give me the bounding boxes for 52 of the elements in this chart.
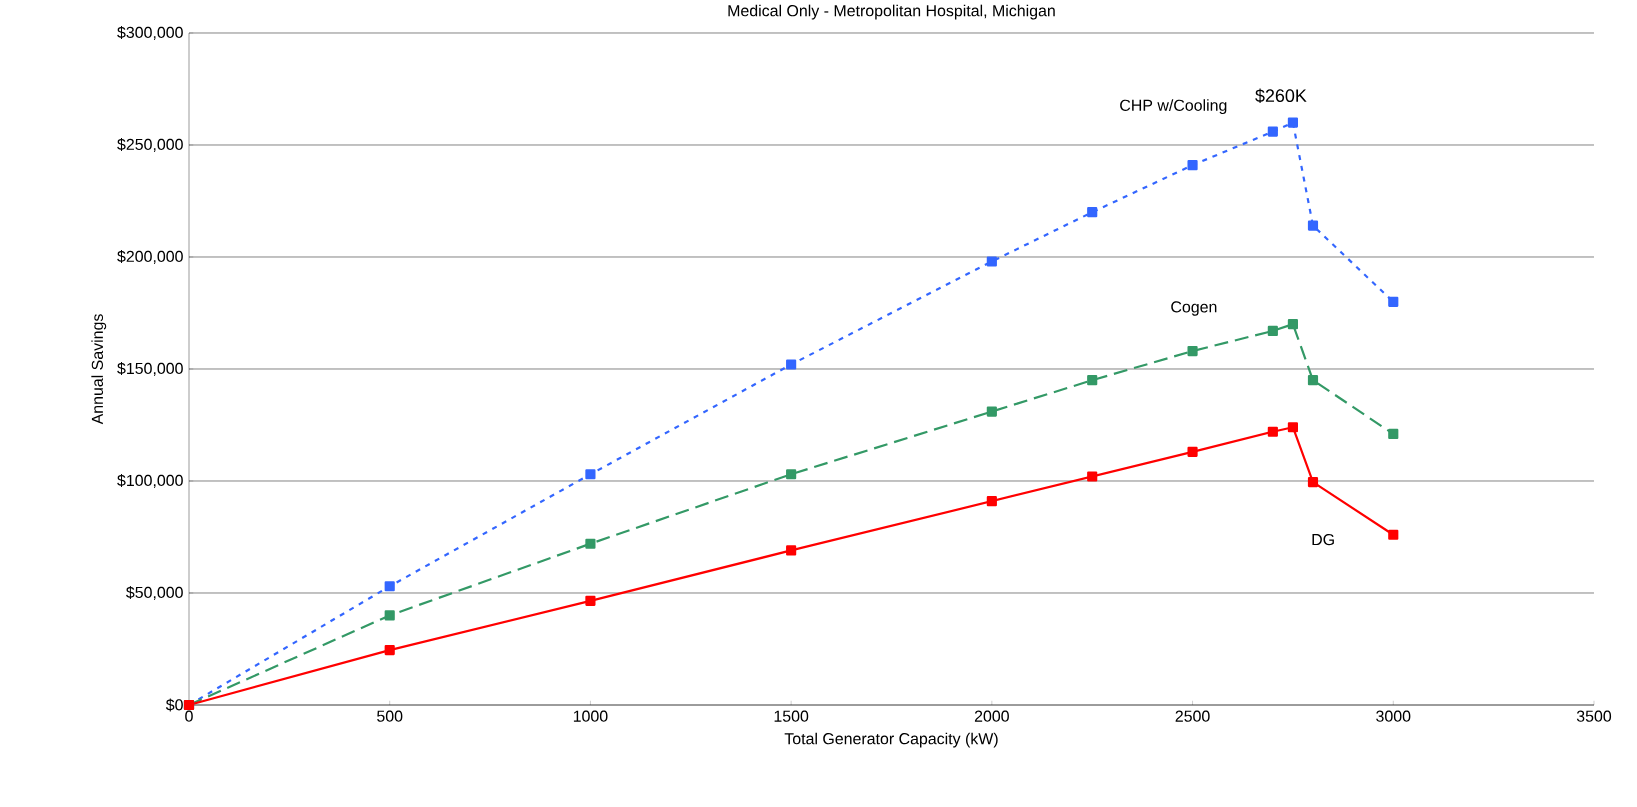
point <box>384 645 395 656</box>
point <box>384 581 395 592</box>
point <box>1187 446 1198 457</box>
y-tick-label: $300,000 <box>117 26 183 40</box>
chart-title: Medical Only - Metropolitan Hospital, Michigan <box>728 4 1055 20</box>
point <box>1287 319 1298 330</box>
point <box>1267 426 1278 437</box>
point <box>786 545 797 556</box>
x-tick-label: 3500 <box>1576 710 1612 722</box>
x-tick-label: 3000 <box>1376 710 1411 722</box>
y-tick-label: $250,000 <box>117 138 183 152</box>
point <box>1267 325 1278 336</box>
y-tick-label: $200,000 <box>117 250 183 264</box>
x-tick-label: 1500 <box>774 710 809 722</box>
x-tick-label: 2000 <box>974 710 1009 722</box>
y-axis-title: Annual Savings <box>91 314 107 425</box>
point <box>585 538 596 549</box>
y-tick-label: $0 <box>165 698 183 712</box>
point <box>1287 117 1298 128</box>
series-label: Cogen <box>1171 301 1217 316</box>
point <box>1087 471 1098 482</box>
x-tick-label: 2500 <box>1175 710 1210 722</box>
point <box>585 469 596 480</box>
point <box>1187 160 1198 171</box>
x-tick-label: 1000 <box>573 710 608 722</box>
point <box>1287 422 1298 433</box>
point <box>986 406 997 417</box>
point <box>1388 296 1399 307</box>
text: DG <box>1312 533 1334 546</box>
point <box>1307 375 1319 386</box>
x-tick-label: 500 <box>377 710 403 722</box>
text: CHP w/Cooling <box>1120 99 1227 115</box>
point <box>1087 207 1098 218</box>
point <box>1087 375 1098 386</box>
y-tick-label: $150,000 <box>117 362 183 376</box>
point <box>786 469 797 480</box>
annotation: $260K <box>1255 88 1307 104</box>
y-tick-label: $50,000 <box>126 586 183 600</box>
point <box>1267 126 1278 137</box>
point <box>1388 529 1399 540</box>
point <box>384 610 395 621</box>
point <box>585 595 596 606</box>
point <box>986 496 997 507</box>
y-tick-label: $100,000 <box>117 474 183 488</box>
x-tick-label: 0 <box>185 710 193 722</box>
point <box>1307 477 1319 488</box>
point <box>786 359 797 370</box>
x-axis-title: Total Generator Capacity (kW) <box>784 732 998 748</box>
point <box>1307 220 1319 231</box>
point <box>1187 345 1198 357</box>
point <box>986 256 997 267</box>
point <box>1388 428 1399 440</box>
